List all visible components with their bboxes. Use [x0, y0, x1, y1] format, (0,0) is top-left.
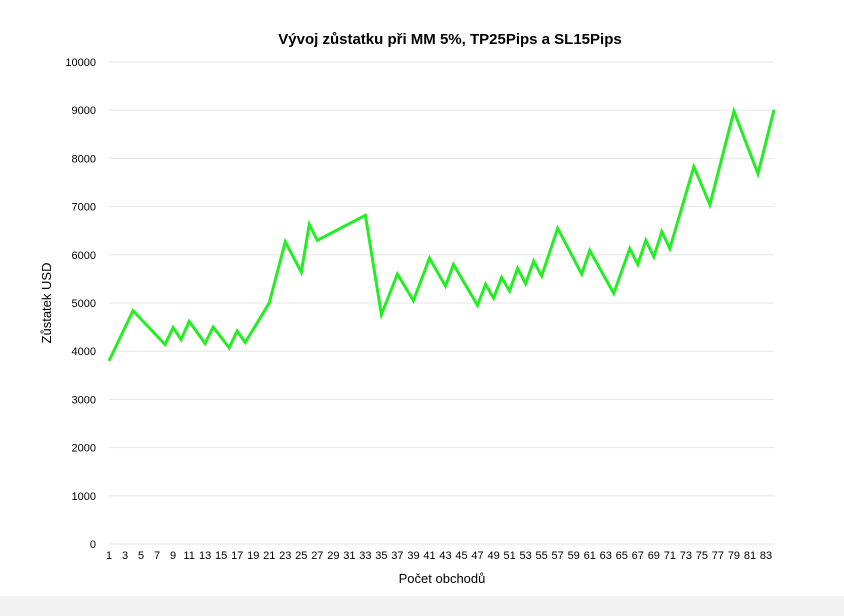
- y-tick-label: 1000: [72, 491, 96, 503]
- x-tick-label: 77: [712, 550, 724, 562]
- x-tick-label: 15: [215, 550, 227, 562]
- x-tick-label: 67: [632, 550, 644, 562]
- y-axis-label: Zůstatek USD: [39, 263, 54, 344]
- x-tick-label: 79: [728, 550, 740, 562]
- x-tick-label: 13: [199, 550, 211, 562]
- x-tick-label: 7: [154, 550, 160, 562]
- x-tick-label: 71: [664, 550, 676, 562]
- x-tick-label: 11: [183, 550, 194, 562]
- x-tick-label: 45: [455, 550, 467, 562]
- x-tick-label: 21: [263, 550, 275, 562]
- x-tick-label: 81: [744, 550, 756, 562]
- x-tick-label: 17: [231, 550, 243, 562]
- x-tick-label: 9: [170, 550, 176, 562]
- y-tick-label: 8000: [72, 153, 96, 165]
- x-axis-ticks: 1 3 5 7 9 11 13 15 17 19 21 23 25 27 29 31 33 35 37 39 41 43 4…: [106, 550, 772, 562]
- x-tick-label: 69: [648, 550, 660, 562]
- y-tick-label: 5000: [72, 298, 96, 310]
- x-axis-label: Počet obchodů: [399, 571, 486, 586]
- x-tick-label: 41: [423, 550, 435, 562]
- y-axis-ticks: 0 1000 2000 3000 4000 5000 6000 7000 8000 9000 100…: [65, 57, 96, 551]
- gridlines: [109, 61, 774, 545]
- y-tick-label: 10000: [65, 57, 96, 69]
- x-tick-label: 47: [471, 550, 483, 562]
- y-tick-label: 7000: [72, 202, 96, 214]
- x-tick-label: 53: [520, 550, 532, 562]
- x-tick-label: 51: [503, 550, 515, 562]
- x-tick-label: 27: [311, 550, 323, 562]
- x-tick-label: 75: [696, 550, 708, 562]
- x-tick-label: 55: [536, 550, 548, 562]
- series-layer: [107, 106, 776, 362]
- chart-title: Vývoj zůstatku při MM 5%, TP25Pips a SL1…: [278, 31, 621, 48]
- y-tick-label: 6000: [72, 250, 96, 262]
- x-tick-label: 83: [760, 550, 772, 562]
- y-tick-label: 9000: [72, 105, 96, 117]
- x-tick-label: 33: [359, 550, 371, 562]
- x-tick-label: 37: [391, 550, 403, 562]
- x-tick-label: 3: [122, 550, 128, 562]
- window-bottom-bar: [0, 596, 844, 616]
- x-tick-label: 61: [584, 550, 596, 562]
- x-tick-label: 31: [343, 550, 355, 562]
- x-tick-label: 29: [327, 550, 339, 562]
- x-tick-label: 19: [247, 550, 259, 562]
- x-tick-label: 65: [616, 550, 628, 562]
- y-tick-label: 2000: [72, 443, 96, 455]
- x-tick-label: 39: [407, 550, 419, 562]
- x-tick-label: 57: [552, 550, 564, 562]
- x-tick-label: 25: [295, 550, 307, 562]
- x-tick-label: 49: [487, 550, 499, 562]
- x-tick-label: 59: [568, 550, 580, 562]
- y-tick-label: 4000: [72, 346, 96, 358]
- y-tick-label: 0: [90, 539, 96, 551]
- x-tick-label: 63: [600, 550, 612, 562]
- x-tick-label: 43: [439, 550, 451, 562]
- y-tick-label: 3000: [72, 394, 96, 406]
- x-tick-label: 5: [138, 550, 144, 562]
- x-tick-label: 35: [375, 550, 387, 562]
- series-line: [107, 106, 776, 362]
- x-tick-label: 73: [680, 550, 692, 562]
- x-tick-label: 1: [106, 550, 112, 562]
- x-tick-label: 23: [279, 550, 291, 562]
